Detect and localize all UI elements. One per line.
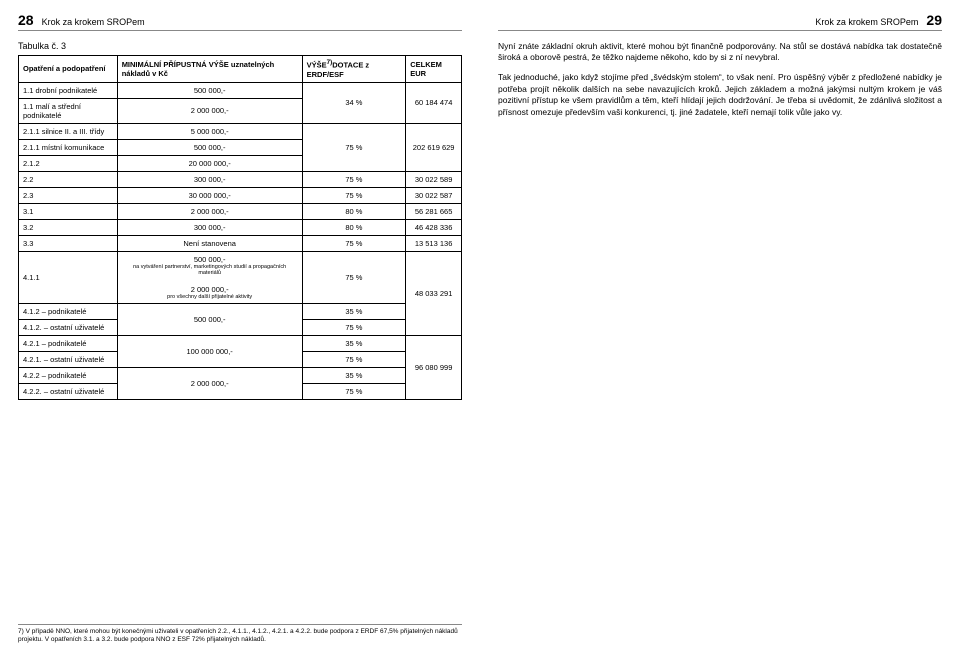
page-number-right: 29 (926, 12, 942, 28)
body-paragraph-1: Nyní znáte základní okruh aktivit, které… (498, 41, 942, 64)
running-title-left: Krok za krokem SROPem (42, 17, 145, 27)
page-number-left: 28 (18, 12, 34, 28)
th-col3: VÝŠE7)DOTACE z ERDF/ESF (302, 56, 406, 83)
table-row: 4.1.2 – podnikatelé 500 000,- 35 % (19, 304, 462, 320)
table-row: 3.2 300 000,- 80 % 46 428 336 (19, 219, 462, 235)
table-header-row: Opatření a podopatření MINIMÁLNÍ PŘÍPUST… (19, 56, 462, 83)
th-col2: MINIMÁLNÍ PŘÍPUSTNÁ VÝŠE uznatelných nák… (117, 56, 302, 83)
table-row: 2.1.1 silnice II. a III. třídy 5 000 000… (19, 123, 462, 139)
table-row: 2.2 300 000,- 75 % 30 022 589 (19, 171, 462, 187)
table-row: 3.1 2 000 000,- 80 % 56 281 665 (19, 203, 462, 219)
running-title-right: Krok za krokem SROPem (815, 17, 918, 27)
data-table: Opatření a podopatření MINIMÁLNÍ PŘÍPUST… (18, 55, 462, 400)
table-row: 3.3 Není stanovena 75 % 13 513 136 (19, 235, 462, 251)
th-col4: CELKEM EUR (406, 56, 462, 83)
table-row: 1.1 drobní podnikatelé 500 000,- 34 % 60… (19, 82, 462, 98)
body-paragraph-2: Tak jednoduché, jako když stojíme před „… (498, 72, 942, 118)
table-row: 4.2.1 – podnikatelé 100 000 000,- 35 % 9… (19, 336, 462, 352)
page-right: Krok za krokem SROPem 29 Nyní znáte zákl… (480, 0, 960, 656)
table-caption: Tabulka č. 3 (18, 41, 462, 51)
page-header-right: Krok za krokem SROPem 29 (498, 12, 942, 31)
page-header-left: 28 Krok za krokem SROPem (18, 12, 462, 31)
page-spread: 28 Krok za krokem SROPem Tabulka č. 3 Op… (0, 0, 960, 656)
th-col1: Opatření a podopatření (19, 56, 118, 83)
table-row: 4.1.1 500 000,- na vytváření partnerství… (19, 251, 462, 304)
table-row: 4.2.2 – podnikatelé 2 000 000,- 35 % (19, 368, 462, 384)
footnote: 7) V případě NNO, které mohou být konečn… (18, 624, 462, 644)
table-row: 2.3 30 000 000,- 75 % 30 022 587 (19, 187, 462, 203)
page-left: 28 Krok za krokem SROPem Tabulka č. 3 Op… (0, 0, 480, 656)
